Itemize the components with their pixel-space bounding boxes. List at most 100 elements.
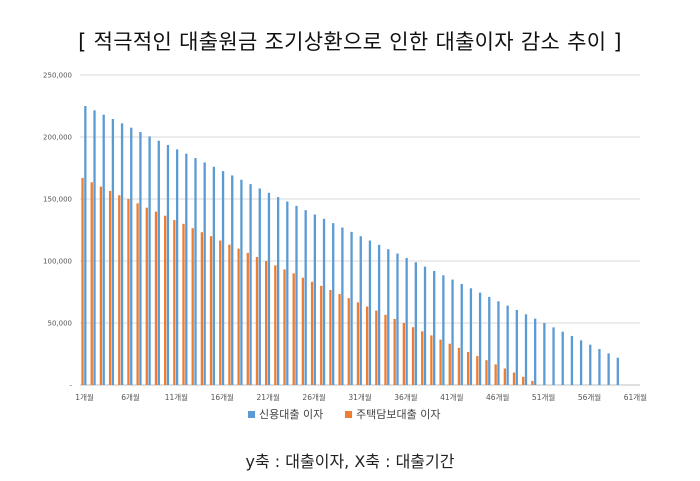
bar-mortgage-loan (200, 232, 204, 385)
bar-mortgage-loan (145, 207, 148, 385)
bar-credit-loan (295, 205, 298, 385)
bars (81, 106, 619, 386)
bar-credit-loan (194, 158, 197, 385)
x-tick-label: 41개월 (440, 392, 463, 402)
bar-mortgage-loan (430, 335, 433, 385)
bar-mortgage-loan (503, 368, 506, 385)
bar-credit-loan (442, 275, 445, 385)
bar-mortgage-loan (228, 244, 231, 385)
bar-credit-loan (203, 162, 206, 385)
bar-mortgage-loan (338, 294, 341, 385)
bar-mortgage-loan (164, 215, 167, 385)
bar-credit-loan (579, 340, 583, 385)
bar-mortgage-loan (292, 273, 295, 385)
bar-credit-loan (616, 357, 619, 385)
bar-mortgage-loan (191, 228, 194, 385)
bar-mortgage-loan (531, 380, 534, 385)
bar-credit-loan (84, 106, 87, 385)
bar-credit-loan (148, 136, 151, 385)
bar-mortgage-loan (384, 314, 387, 385)
bar-credit-loan (231, 175, 234, 385)
bar-credit-loan (304, 210, 307, 385)
bar-mortgage-loan (182, 223, 185, 385)
bar-credit-loan (469, 288, 473, 385)
y-tick-label: - (69, 382, 72, 390)
bar-credit-loan (102, 114, 105, 386)
bar-credit-loan (524, 314, 528, 385)
bar-credit-loan (405, 257, 408, 385)
bar-credit-loan (506, 305, 509, 385)
bar-credit-loan (414, 262, 417, 385)
bar-mortgage-loan (356, 302, 360, 385)
bar-credit-loan (570, 336, 574, 385)
bar-mortgage-loan (173, 220, 176, 385)
bar-mortgage-loan (81, 177, 84, 385)
bar-credit-loan (120, 123, 124, 386)
bar-mortgage-loan (219, 240, 222, 385)
bar-mortgage-loan (136, 203, 139, 385)
bar-credit-loan (607, 353, 610, 385)
bar-mortgage-loan (522, 376, 525, 385)
bar-credit-loan (175, 149, 179, 385)
bar-mortgage-loan (118, 195, 121, 385)
bar-credit-loan (359, 236, 362, 385)
bar-credit-loan (552, 327, 555, 385)
legend-swatch (345, 411, 352, 418)
x-tick-label: 6개월 (121, 392, 140, 402)
bar-credit-loan (93, 110, 96, 385)
bar-credit-loan (589, 344, 592, 385)
bar-credit-loan (139, 132, 142, 385)
y-tick-label: 250,000 (43, 72, 72, 80)
bar-mortgage-loan (466, 352, 470, 385)
x-tick-label: 56개월 (578, 392, 601, 402)
y-tick-label: 100,000 (43, 258, 72, 266)
bar-credit-loan (276, 197, 280, 385)
bar-credit-loan (322, 218, 326, 385)
bar-credit-loan (515, 309, 518, 385)
bar-mortgage-loan (274, 265, 277, 385)
x-tick-label: 11개월 (165, 392, 188, 402)
chart-title: [ 적극적인 대출원금 조기상환으로 인한 대출이자 감소 추이 ] (78, 30, 622, 54)
bar-mortgage-loan (402, 323, 405, 385)
bar-credit-loan (286, 201, 289, 385)
bar-mortgage-loan (283, 269, 286, 385)
bar-mortgage-loan (99, 186, 103, 385)
bar-mortgage-loan (439, 339, 442, 385)
bar-credit-loan (221, 171, 225, 385)
bar-mortgage-loan (476, 356, 479, 385)
bar-credit-loan (377, 244, 381, 385)
bar-credit-loan (460, 283, 463, 385)
bar-mortgage-loan (512, 372, 516, 385)
bar-mortgage-loan (393, 318, 396, 385)
bar-mortgage-loan (255, 257, 259, 385)
bar-mortgage-loan (310, 281, 314, 385)
legend-swatch (248, 411, 255, 418)
bar-credit-loan (185, 153, 188, 385)
bar-credit-loan (166, 145, 170, 385)
bar-credit-loan (396, 253, 399, 385)
bar-credit-loan (543, 323, 546, 385)
bar-credit-loan (111, 119, 115, 386)
bar-credit-loan (451, 279, 454, 385)
bar-credit-loan (423, 266, 427, 385)
bar-credit-loan (249, 184, 252, 385)
bar-mortgage-loan (329, 290, 332, 385)
bar-mortgage-loan (411, 327, 415, 385)
bar-mortgage-loan (154, 211, 158, 385)
bar-mortgage-loan (457, 347, 461, 385)
bar-credit-loan (598, 349, 601, 385)
bar-mortgage-loan (265, 261, 268, 385)
bar-credit-loan (561, 331, 564, 385)
x-tick-label: 21개월 (257, 392, 280, 402)
bar-mortgage-loan (108, 190, 112, 385)
bar-credit-loan (387, 249, 390, 385)
x-tick-label: 36개월 (394, 392, 417, 402)
bar-credit-loan (368, 240, 372, 385)
bar-mortgage-loan (365, 306, 369, 385)
x-tick-label: 1개월 (75, 392, 94, 402)
bar-credit-loan (497, 301, 500, 385)
x-tick-label: 61개월 (624, 392, 647, 402)
legend-label: 주택담보대출 이자 (356, 408, 440, 421)
bar-mortgage-loan (347, 298, 350, 385)
bar-credit-loan (157, 140, 160, 385)
